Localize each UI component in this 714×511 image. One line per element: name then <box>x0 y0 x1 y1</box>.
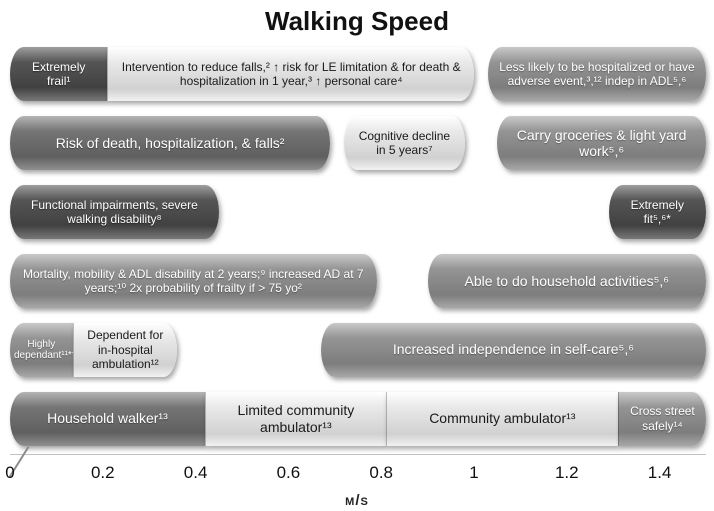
chart-bar: Extremely fit⁵,⁶* <box>608 185 706 240</box>
x-tick-label: 1 <box>469 463 479 482</box>
chart-row: Highly dependant¹¹** Dependent for in-hos… <box>10 315 706 384</box>
bar-label: Cognitive decline in 5 years⁷ <box>358 129 451 158</box>
chart-row: Extremely frail¹ Intervention to reduce f… <box>10 40 706 109</box>
chart-bar: Community ambulator¹³ <box>385 391 618 446</box>
chart-row: Household walker¹³ Limited community ambu… <box>10 384 706 453</box>
bar-label: Limited community ambulator¹³ <box>237 402 355 435</box>
chart-row: Functional impairments, severe walking d… <box>10 178 706 247</box>
x-tick-label: 0.6 <box>276 463 301 482</box>
x-axis-line <box>10 454 706 455</box>
chart-bar: Functional impairments, severe walking d… <box>10 185 219 240</box>
x-tick-label: 0.8 <box>369 463 394 482</box>
x-axis-ticks: 0 0.2 0.4 0.6 0.8 1 1.2 1.4 <box>5 463 706 485</box>
bar-label: Carry groceries & light yard work⁵,⁶ <box>516 126 687 160</box>
chart-bar: Cross street safely¹⁴ <box>617 391 706 446</box>
x-tick-label: 0.2 <box>90 463 115 482</box>
bar-label: Able to do household activities⁵,⁶ <box>464 272 670 289</box>
bar-label: Functional impairments, severe walking d… <box>31 197 198 227</box>
x-tick-label: 0 <box>5 463 15 482</box>
x-tick-label: 0.4 <box>183 463 208 482</box>
bar-label: Household walker¹³ <box>47 410 168 427</box>
bar-label: Less likely to be hospitalized or have a… <box>499 60 695 89</box>
bar-label: Increased independence in self-care⁵,⁶ <box>392 341 635 358</box>
chart-row: Risk of death, hospitalization, & falls²… <box>10 109 706 178</box>
bar-label: Extremely fit⁵,⁶* <box>630 197 684 227</box>
chart-bar: Intervention to reduce falls,² ↑ risk fo… <box>107 47 474 102</box>
chart-bar: Increased independence in self-care⁵,⁶ <box>320 322 706 377</box>
bar-label: Extremely frail¹ <box>32 60 86 89</box>
bar-label: Dependent for in-hospital ambulation¹² <box>87 328 164 371</box>
chart-bar: Limited community ambulator¹³ <box>204 391 386 446</box>
chart-bar: Household walker¹³ <box>10 391 205 446</box>
chart-bar: Dependent for in-hospital ambulation¹² <box>72 322 178 377</box>
x-tick-label: 1.2 <box>554 463 579 482</box>
bar-label: Intervention to reduce falls,² ↑ risk fo… <box>121 60 461 89</box>
chart-title: Walking Speed <box>265 6 449 36</box>
chart-bar: Carry groceries & light yard work⁵,⁶ <box>497 116 706 171</box>
bar-label: Cross street safely¹⁴ <box>630 404 695 433</box>
chart-bar: Risk of death, hospitalization, & falls² <box>10 116 331 171</box>
bar-label: Mortality, mobility & ADL disability at … <box>22 266 364 295</box>
bar-label: Highly dependant¹¹** <box>14 338 76 361</box>
chart-bar: Extremely frail¹ <box>10 47 108 102</box>
chart-bar: Less likely to be hospitalized or have a… <box>487 47 706 102</box>
chart-bar: Cognitive decline in 5 years⁷ <box>344 116 465 171</box>
x-tick-label: 1.4 <box>647 463 672 482</box>
chart-bar: Able to do household activities⁵,⁶ <box>427 253 706 308</box>
bar-label: Risk of death, hospitalization, & falls² <box>55 134 285 151</box>
x-axis-label: m/s <box>345 492 369 509</box>
chart-bar: Mortality, mobility & ADL disability at … <box>10 253 377 308</box>
chart-row: Mortality, mobility & ADL disability at … <box>10 246 706 315</box>
plot-area: Extremely frail¹ Intervention to reduce f… <box>10 40 706 453</box>
chart-bar: Highly dependant¹¹** <box>10 322 76 377</box>
bar-label: Community ambulator¹³ <box>429 410 576 427</box>
